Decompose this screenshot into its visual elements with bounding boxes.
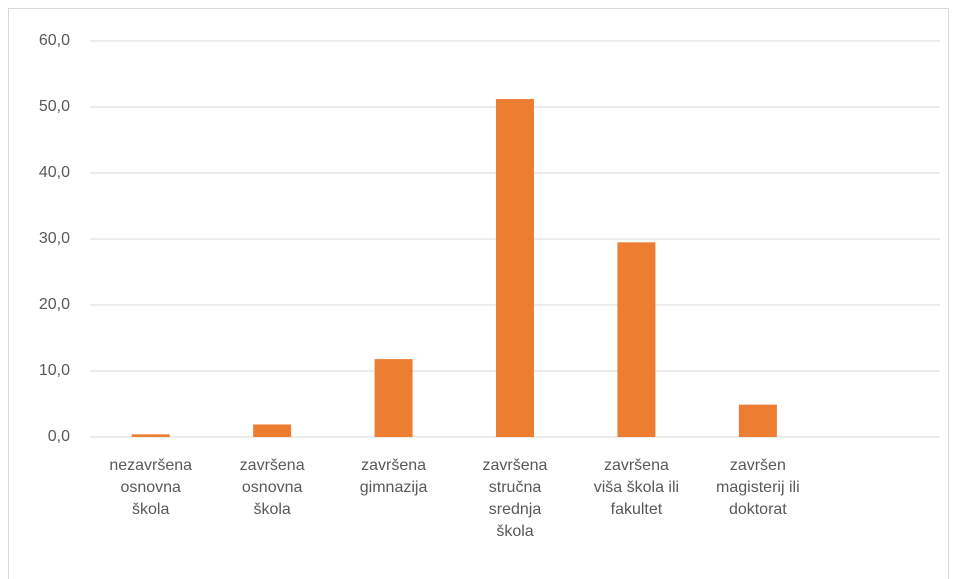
- y-tick-label: 0,0: [48, 428, 70, 445]
- x-tick-label: završena viša škola ili fakultet: [593, 457, 680, 518]
- chart-border: [8, 8, 949, 579]
- y-tick-label: 20,0: [39, 296, 70, 313]
- bar: [617, 242, 656, 437]
- bar: [131, 434, 170, 437]
- bar: [253, 424, 292, 437]
- bar: [374, 359, 413, 437]
- x-tick-label: završena gimnazija: [359, 457, 428, 496]
- y-tick-label: 40,0: [39, 164, 70, 181]
- bar: [496, 99, 534, 437]
- y-tick-label: 50,0: [39, 98, 70, 115]
- x-tick-label: završena osnovna škola: [239, 457, 305, 518]
- y-tick-label: 10,0: [39, 362, 70, 379]
- y-tick-label: 30,0: [39, 230, 70, 247]
- bar: [738, 404, 777, 437]
- y-tick-label: 60,0: [39, 32, 70, 49]
- x-tick-label: nezavršena osnovna škola: [109, 457, 193, 518]
- x-tick-label: završena stručna srednja škola: [482, 457, 548, 540]
- x-tick-label: završen magisterij ili doktorat: [716, 457, 800, 518]
